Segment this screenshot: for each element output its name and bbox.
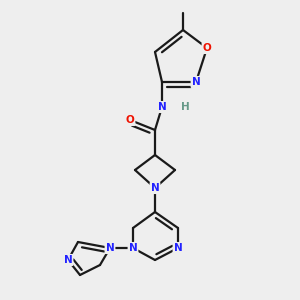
Text: N: N — [192, 77, 200, 87]
Text: N: N — [158, 102, 166, 112]
Text: H: H — [181, 102, 189, 112]
Text: N: N — [64, 255, 72, 265]
Text: N: N — [151, 183, 159, 193]
Text: O: O — [126, 115, 134, 125]
Text: N: N — [129, 243, 137, 253]
Text: N: N — [174, 243, 182, 253]
Text: N: N — [106, 243, 114, 253]
Text: O: O — [202, 43, 211, 53]
